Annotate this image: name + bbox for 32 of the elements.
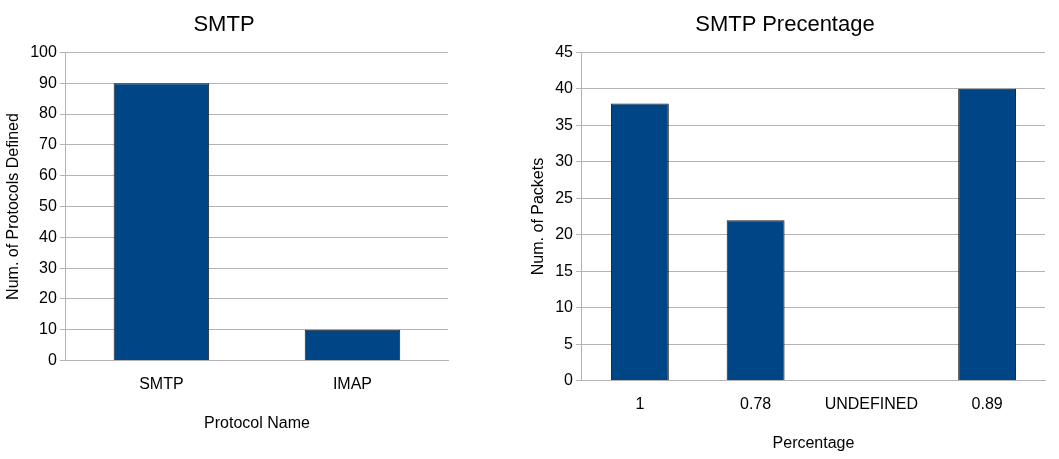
x-tick-label: 0.89 [971, 394, 1003, 412]
y-tick-label: 0 [564, 371, 574, 389]
y-tick-label: 80 [39, 104, 57, 122]
y-tick-label: 40 [39, 227, 57, 245]
y-tick-label: 50 [39, 196, 57, 214]
y-axis-title: Num. of Protocols Defined [4, 113, 22, 300]
x-tick-label: 1 [635, 394, 645, 412]
y-tick-label: 10 [555, 298, 574, 316]
x-tick-label: 0.78 [740, 394, 772, 412]
y-tick-label: 90 [39, 73, 57, 91]
y-tick-label: 20 [39, 289, 57, 307]
y-axis-title: Num. of Packets [529, 157, 547, 276]
y-tick-label: 30 [39, 258, 57, 276]
x-tick-label: IMAP [332, 374, 373, 392]
y-tick-label: 40 [555, 79, 574, 97]
chart-title: SMTP Precentage [695, 11, 875, 37]
y-tick-label: 30 [555, 152, 574, 170]
y-tick-label: 35 [555, 115, 574, 133]
y-tick-label: 70 [39, 135, 57, 153]
y-tick-label: 25 [555, 188, 574, 206]
x-tick-label: UNDEFINED [824, 394, 919, 412]
y-tick-label: 45 [555, 42, 574, 60]
x-axis-title: Protocol Name [204, 413, 310, 431]
y-tick-label: 15 [555, 261, 574, 279]
y-tick-label: 20 [555, 225, 574, 243]
chart-title: SMTP [193, 11, 255, 37]
y-tick-label: 100 [30, 42, 57, 60]
y-tick-label: 5 [564, 334, 574, 352]
y-tick-label: 0 [47, 351, 57, 369]
y-tick-label: 10 [39, 320, 57, 338]
y-tick-label: 60 [39, 166, 57, 184]
x-axis-title: Percentage [772, 433, 855, 451]
